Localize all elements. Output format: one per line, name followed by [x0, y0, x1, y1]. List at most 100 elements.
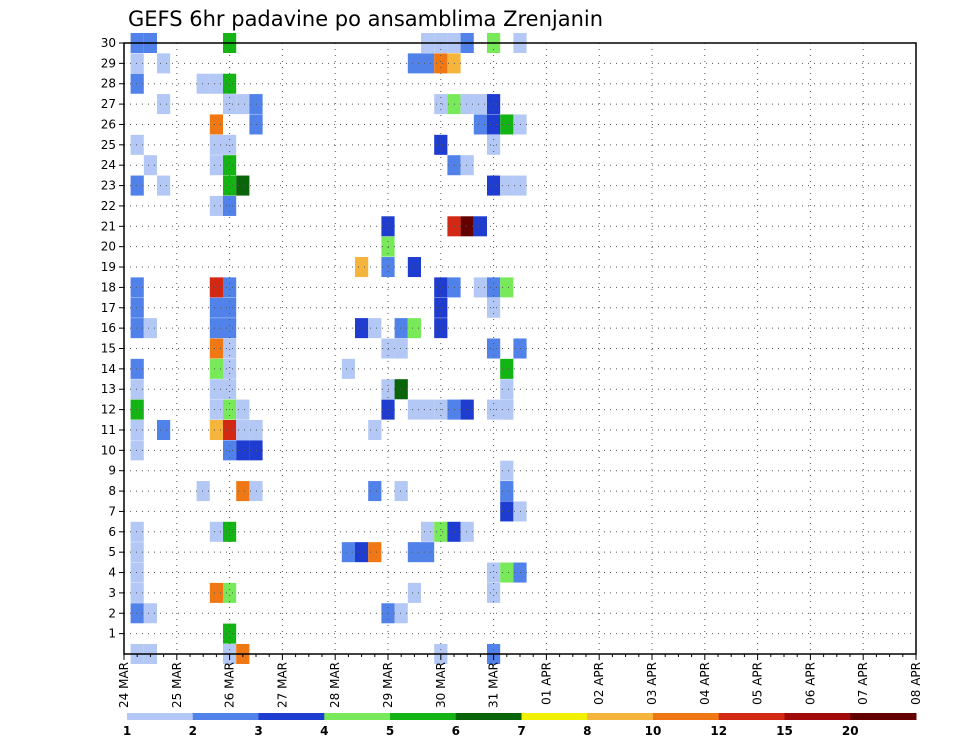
x-tick-label: 06 APR — [803, 662, 817, 705]
data-cell — [209, 358, 223, 379]
data-cell — [487, 338, 501, 359]
colorbar-label: 10 — [645, 724, 662, 738]
data-cell — [223, 73, 237, 94]
x-tick-label: 25 MAR — [170, 662, 184, 708]
data-cell — [130, 53, 144, 74]
data-cell — [130, 318, 144, 339]
data-cell — [223, 419, 237, 440]
data-cell — [130, 399, 144, 420]
data-cell — [434, 94, 448, 115]
data-cell — [473, 114, 487, 135]
data-cell — [143, 603, 157, 624]
data-cell — [341, 358, 355, 379]
data-cell — [473, 94, 487, 115]
y-tick-label: 14 — [101, 362, 116, 376]
data-cell — [473, 277, 487, 298]
colorbar: 1 2 3 4 5 6 7 8 10 12 15 20 — [123, 713, 917, 738]
data-cell — [209, 338, 223, 359]
data-cell — [209, 297, 223, 318]
colorbar-label: 6 — [452, 724, 460, 738]
data-cell — [487, 582, 501, 603]
data-cell — [223, 623, 237, 644]
data-cell — [473, 216, 487, 237]
data-cell — [130, 277, 144, 298]
data-cell — [223, 338, 237, 359]
data-cell — [394, 603, 408, 624]
data-cell — [500, 358, 514, 379]
y-tick-label: 22 — [101, 199, 116, 213]
y-tick-label: 4 — [108, 566, 116, 580]
data-cell — [223, 155, 237, 176]
colorbar-label: 3 — [254, 724, 262, 738]
data-cell — [209, 73, 223, 94]
y-tick-label: 24 — [101, 158, 116, 172]
data-cell — [421, 399, 435, 420]
data-cell — [223, 521, 237, 542]
x-axis: 24 MAR 25 MAR 26 MAR 27 MAR 28 MAR 29 MAR 30 M… — [117, 654, 923, 708]
data-cell — [434, 277, 448, 298]
colorbar-swatch — [192, 713, 259, 720]
data-cell — [130, 297, 144, 318]
data-cell — [500, 481, 514, 502]
data-cell — [130, 603, 144, 624]
data-cell — [196, 73, 210, 94]
data-cell — [421, 542, 435, 563]
y-tick-label: 23 — [101, 179, 116, 193]
x-tick-label: 26 MAR — [223, 662, 237, 708]
data-cell — [394, 318, 408, 339]
y-axis: 1234567891011121314151617181920212223242… — [101, 36, 124, 641]
x-tick-label: 27 MAR — [275, 662, 289, 708]
data-cell — [421, 53, 435, 74]
data-cell — [487, 562, 501, 583]
data-cell — [130, 73, 144, 94]
data-cell — [209, 277, 223, 298]
x-tick-label: 01 APR — [539, 662, 553, 705]
data-cell — [434, 521, 448, 542]
data-cell — [236, 440, 250, 461]
data-cell — [355, 257, 369, 278]
data-cell — [487, 277, 501, 298]
data-cell — [209, 521, 223, 542]
data-cell — [223, 175, 237, 196]
data-cell — [223, 379, 237, 400]
data-cell — [143, 155, 157, 176]
colorbar-label: 20 — [842, 724, 859, 738]
y-tick-label: 9 — [108, 464, 116, 478]
x-tick-label: 30 MAR — [434, 662, 448, 708]
data-cell — [196, 481, 210, 502]
data-cell — [209, 582, 223, 603]
y-tick-label: 17 — [101, 301, 116, 315]
data-cell — [407, 542, 421, 563]
x-tick-label: 03 APR — [645, 662, 659, 705]
data-cell — [157, 53, 171, 74]
data-cell — [236, 481, 250, 502]
data-cell — [236, 94, 250, 115]
data-cell — [130, 419, 144, 440]
colorbar-swatch — [850, 713, 917, 720]
y-tick-label: 3 — [108, 586, 116, 600]
data-cell — [368, 481, 382, 502]
y-tick-label: 13 — [101, 382, 116, 396]
colorbar-swatch — [324, 713, 391, 720]
y-tick-label: 28 — [101, 77, 116, 91]
data-cell — [223, 358, 237, 379]
data-cell — [394, 481, 408, 502]
data-cell — [434, 134, 448, 155]
x-tick-label: 02 APR — [592, 662, 606, 705]
y-tick-label: 6 — [108, 525, 116, 539]
y-tick-label: 18 — [101, 280, 116, 294]
data-cell — [209, 134, 223, 155]
y-tick-label: 12 — [101, 403, 116, 417]
data-cell — [130, 521, 144, 542]
data-cell — [487, 134, 501, 155]
y-tick-label: 8 — [108, 484, 116, 498]
data-cell — [407, 582, 421, 603]
colorbar-label: 2 — [189, 724, 197, 738]
y-tick-label: 21 — [101, 219, 116, 233]
data-cell — [460, 521, 474, 542]
x-tick-label: 29 MAR — [381, 662, 395, 708]
data-cell — [130, 562, 144, 583]
data-cell — [236, 399, 250, 420]
x-tick-label: 05 APR — [751, 662, 765, 705]
